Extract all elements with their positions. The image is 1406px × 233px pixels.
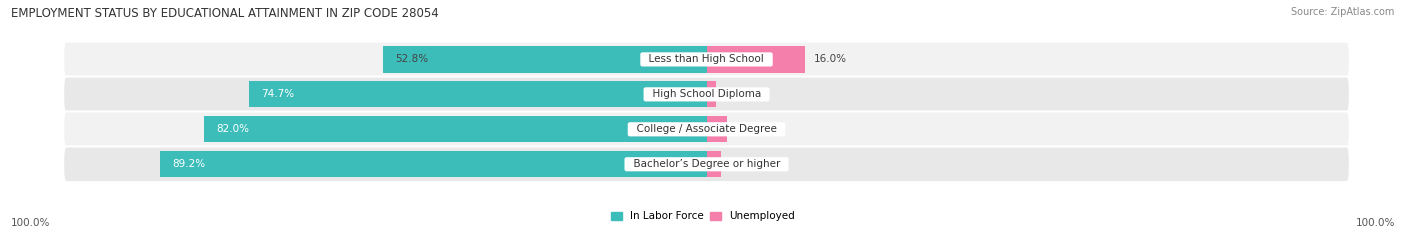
Text: 52.8%: 52.8% xyxy=(395,55,429,64)
FancyBboxPatch shape xyxy=(63,76,1350,112)
Bar xyxy=(707,151,721,177)
FancyBboxPatch shape xyxy=(63,112,1350,147)
Text: 100.0%: 100.0% xyxy=(11,218,51,228)
Bar xyxy=(249,81,707,107)
Text: College / Associate Degree: College / Associate Degree xyxy=(630,124,783,134)
Bar xyxy=(707,116,727,142)
Bar xyxy=(707,81,716,107)
Text: Source: ZipAtlas.com: Source: ZipAtlas.com xyxy=(1291,7,1395,17)
Text: 82.0%: 82.0% xyxy=(217,124,249,134)
Text: EMPLOYMENT STATUS BY EDUCATIONAL ATTAINMENT IN ZIP CODE 28054: EMPLOYMENT STATUS BY EDUCATIONAL ATTAINM… xyxy=(11,7,439,20)
FancyBboxPatch shape xyxy=(63,41,1350,77)
Bar xyxy=(707,46,804,72)
Bar xyxy=(160,151,707,177)
Text: 16.0%: 16.0% xyxy=(814,55,846,64)
Text: 1.5%: 1.5% xyxy=(725,89,751,99)
Text: 74.7%: 74.7% xyxy=(262,89,294,99)
Text: 3.3%: 3.3% xyxy=(735,124,762,134)
Legend: In Labor Force, Unemployed: In Labor Force, Unemployed xyxy=(607,207,799,226)
Text: 89.2%: 89.2% xyxy=(173,159,205,169)
FancyBboxPatch shape xyxy=(63,147,1350,182)
Text: Bachelor’s Degree or higher: Bachelor’s Degree or higher xyxy=(627,159,786,169)
Text: High School Diploma: High School Diploma xyxy=(645,89,768,99)
Bar xyxy=(382,46,707,72)
Text: Less than High School: Less than High School xyxy=(643,55,770,64)
Text: 100.0%: 100.0% xyxy=(1355,218,1395,228)
Bar xyxy=(204,116,707,142)
Text: 2.3%: 2.3% xyxy=(730,159,756,169)
